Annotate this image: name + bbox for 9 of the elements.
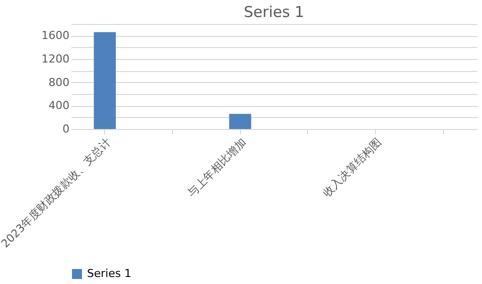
y-tick-label: 800: [48, 76, 70, 89]
legend-label: Series 1: [87, 267, 132, 280]
x-tick-label: 与上年相比增加: [185, 136, 249, 200]
x-tick-label: 收入决算结构图: [320, 136, 384, 200]
y-tick-label: 1200: [42, 52, 70, 66]
y-tick-label: 0: [62, 122, 70, 136]
y-tick-label: 1600: [42, 29, 70, 42]
chart-title: Series 1: [244, 3, 304, 21]
y-tick-label: 400: [48, 99, 70, 112]
